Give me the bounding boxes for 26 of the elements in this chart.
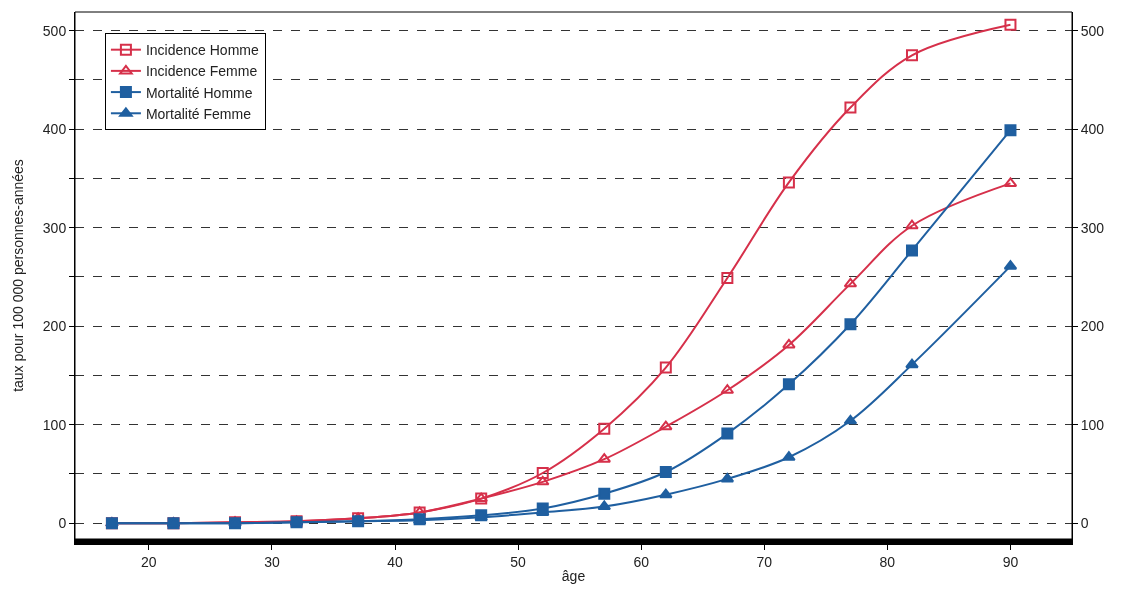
y-tick-label: 300: [42, 219, 67, 236]
y2-tick-label: 0: [1080, 515, 1089, 532]
y-tick-label: 200: [42, 318, 67, 335]
y2-tick-label: 200: [1080, 318, 1105, 335]
x-tick-label: 70: [756, 553, 773, 570]
legend-label: Incidence Homme: [145, 42, 259, 59]
legend-label: Incidence Femme: [145, 63, 258, 80]
x-tick-label: 80: [879, 553, 896, 570]
y-tick-label: 0: [58, 515, 67, 532]
x-tick-label: 30: [264, 553, 280, 570]
y2-tick-label: 100: [1080, 416, 1105, 433]
legend-label: Mortalité Homme: [145, 84, 253, 101]
y2-tick-label: 500: [1080, 22, 1105, 39]
x-tick-label: 90: [1002, 553, 1019, 570]
x-tick-label: 50: [510, 553, 527, 570]
y-tick-label: 400: [42, 121, 67, 138]
y2-tick-label: 400: [1080, 121, 1105, 138]
y-tick-label: 100: [42, 416, 67, 433]
x-tick-label: 40: [387, 553, 404, 570]
x-tick-label: 60: [633, 553, 650, 570]
legend-label: Mortalité Femme: [145, 105, 252, 122]
y-tick-label: 500: [42, 22, 67, 39]
y2-tick-label: 300: [1080, 219, 1105, 236]
x-tick-label: 20: [141, 553, 157, 570]
y-axis-title: taux pour 100 000 personnes-années: [10, 159, 27, 392]
x-axis-title: âge: [561, 567, 586, 584]
